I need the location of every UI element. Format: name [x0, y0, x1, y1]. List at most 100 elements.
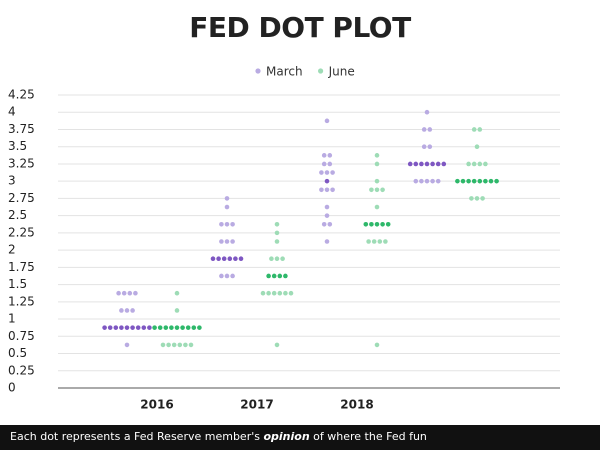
- footnote-emphasis: opinion: [263, 430, 309, 443]
- dot: [274, 239, 280, 244]
- dot: [160, 342, 166, 348]
- dot: [488, 178, 494, 184]
- x-tick-label: 2017: [240, 398, 273, 412]
- dot: [230, 273, 235, 279]
- dot: [230, 221, 235, 227]
- legend-label: June: [328, 65, 355, 79]
- dot: [480, 196, 485, 201]
- dot: [419, 161, 424, 167]
- dot: [419, 178, 424, 184]
- dot: [227, 256, 233, 262]
- dot: [147, 325, 152, 330]
- dot: [374, 204, 380, 210]
- dot: [166, 342, 171, 348]
- dot: [421, 127, 427, 132]
- dot: [321, 161, 327, 167]
- y-tick-label: 3.5: [8, 139, 27, 153]
- y-tick-label: 2.5: [8, 208, 27, 222]
- dot: [374, 153, 380, 158]
- footnote-text: Each dot represents a Fed Reserve member…: [10, 430, 263, 443]
- dot: [174, 290, 180, 296]
- dot: [288, 290, 294, 296]
- dot: [407, 161, 413, 167]
- dot: [460, 178, 466, 184]
- dot: [233, 256, 238, 262]
- dot: [135, 325, 141, 330]
- legend-label: March: [266, 65, 303, 79]
- dot: [191, 325, 197, 330]
- dot: [277, 273, 283, 279]
- dot: [124, 342, 130, 348]
- y-tick-label: 3.25: [8, 156, 35, 170]
- dot: [324, 178, 330, 184]
- x-tick-label: 2016: [140, 398, 173, 412]
- dot: [483, 161, 488, 167]
- dot: [327, 153, 333, 158]
- dot: [224, 196, 230, 201]
- dot: [455, 178, 460, 184]
- dot: [219, 221, 224, 227]
- dot: [188, 342, 194, 348]
- dot: [319, 170, 324, 175]
- chart-title: FED DOT PLOT: [189, 11, 411, 44]
- legend-marker: [255, 68, 261, 74]
- dot: [274, 342, 280, 348]
- dot: [266, 273, 271, 279]
- dot: [494, 178, 499, 184]
- dot: [169, 325, 174, 330]
- dot: [430, 178, 435, 184]
- dot: [185, 325, 191, 330]
- y-tick-label: 0.25: [8, 363, 35, 377]
- dot: [130, 308, 135, 313]
- dot: [377, 239, 383, 244]
- dot: [107, 325, 113, 330]
- dot: [277, 290, 283, 296]
- dot: [413, 161, 419, 167]
- dot: [477, 161, 483, 167]
- dot: [266, 290, 271, 296]
- footnote: Each dot represents a Fed Reserve member…: [10, 430, 427, 443]
- dot: [321, 221, 327, 227]
- dot: [380, 187, 385, 193]
- dot: [466, 178, 471, 184]
- dot: [380, 221, 385, 227]
- y-tick-label: 2.25: [8, 225, 35, 239]
- dot: [371, 239, 377, 244]
- dot: [157, 325, 163, 330]
- y-tick-label: 0.5: [8, 346, 27, 360]
- dot: [141, 325, 147, 330]
- dot: [102, 325, 107, 330]
- dot: [319, 187, 324, 193]
- dot: [424, 178, 430, 184]
- dot: [119, 325, 124, 330]
- dot: [385, 221, 391, 227]
- dot: [330, 170, 335, 175]
- dot: [174, 325, 180, 330]
- dot: [324, 239, 330, 244]
- dot: [324, 187, 330, 193]
- dot: [363, 221, 369, 227]
- dot: [219, 273, 224, 279]
- y-tick-label: 1.25: [8, 294, 35, 308]
- dot: [324, 213, 330, 218]
- dot: [197, 325, 202, 330]
- dot: [424, 109, 430, 115]
- dot: [369, 187, 374, 193]
- dot: [327, 221, 333, 227]
- dot: [216, 256, 221, 262]
- y-tick-label: 1.75: [8, 260, 35, 274]
- dot: [119, 308, 124, 313]
- y-tick-label: 1: [8, 312, 16, 326]
- dot: [369, 221, 374, 227]
- dot: [221, 256, 227, 262]
- dot: [324, 204, 330, 210]
- legend-marker: [317, 68, 324, 74]
- dot: [124, 308, 130, 313]
- footer-bar: [0, 425, 600, 450]
- dot: [435, 178, 441, 184]
- dot: [374, 342, 380, 348]
- dot: [224, 221, 230, 227]
- dot: [271, 290, 277, 296]
- dot: [435, 161, 441, 167]
- dot: [174, 308, 180, 313]
